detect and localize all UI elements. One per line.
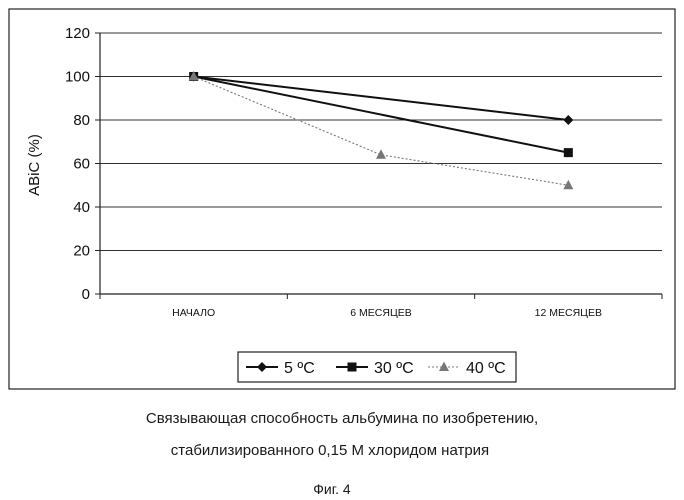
y-tick-label: 80 [73,112,90,129]
chart-frame [9,9,675,389]
chart: 0 20 40 60 80 100 120 НАЧАЛО 6 МЕСЯЦЕВ 12 МЕСЯЦЕ… [0,0,684,400]
y-tick-label: 20 [73,243,90,260]
caption-line-1: Связывающая способность альбумина по изо… [0,410,684,427]
y-tick-label: 0 [82,286,90,303]
legend: 5 ºC 30 ºC 40 ºC [238,352,516,382]
y-axis-label: ABiC (%) [26,134,43,196]
y-tick-label: 120 [65,25,90,42]
legend-label: 5 ºC [284,360,315,377]
y-tick-label: 60 [73,156,90,173]
legend-label: 30 ºC [374,360,414,377]
x-tick-label: 12 МЕСЯЦЕВ [535,307,602,319]
figure-label: Фиг. 4 [0,481,674,497]
x-tick-label: 6 МЕСЯЦЕВ [350,307,411,319]
legend-label: 40 ºC [466,360,506,377]
caption-line-2: стабилизированного 0,15 М хлоридом натри… [0,442,672,459]
x-tick-label: НАЧАЛО [172,307,215,319]
y-tick-label: 40 [73,199,90,216]
y-tick-label: 100 [65,69,90,86]
data-point [564,148,573,157]
legend-marker [348,363,357,372]
